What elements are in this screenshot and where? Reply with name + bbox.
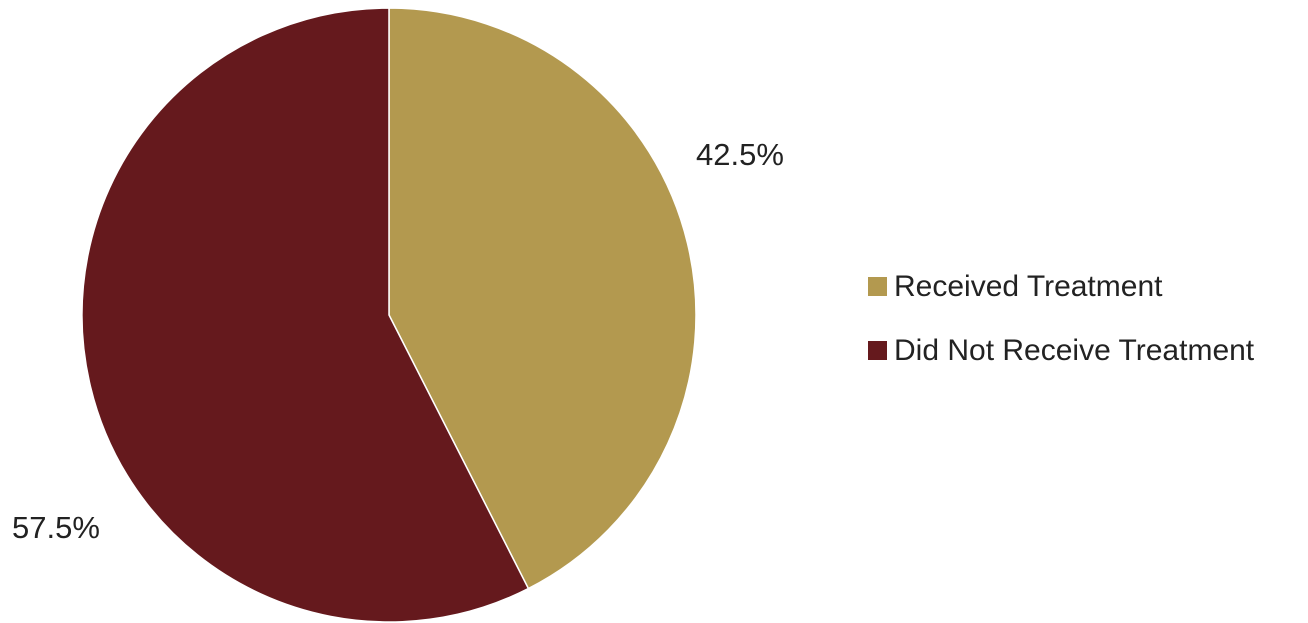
pie-data-labels: 42.5% 57.5% (12, 137, 784, 545)
legend-label-received-treatment: Received Treatment (894, 270, 1163, 303)
data-label-did-not-receive-treatment: 57.5% (12, 510, 100, 545)
legend-item-received-treatment: Received Treatment (868, 270, 1163, 303)
legend: Received Treatment Did Not Receive Treat… (868, 270, 1255, 367)
legend-swatch-did-not-receive-treatment (868, 341, 887, 360)
pie-slices (81, 7, 697, 623)
legend-label-did-not-receive-treatment: Did Not Receive Treatment (894, 334, 1255, 367)
legend-swatch-received-treatment (868, 277, 887, 296)
data-label-received-treatment: 42.5% (696, 137, 784, 172)
legend-item-did-not-receive-treatment: Did Not Receive Treatment (868, 334, 1255, 367)
pie-slice-received-treatment (388, 7, 697, 590)
pie-slice-did-not-receive-treatment (81, 7, 530, 623)
